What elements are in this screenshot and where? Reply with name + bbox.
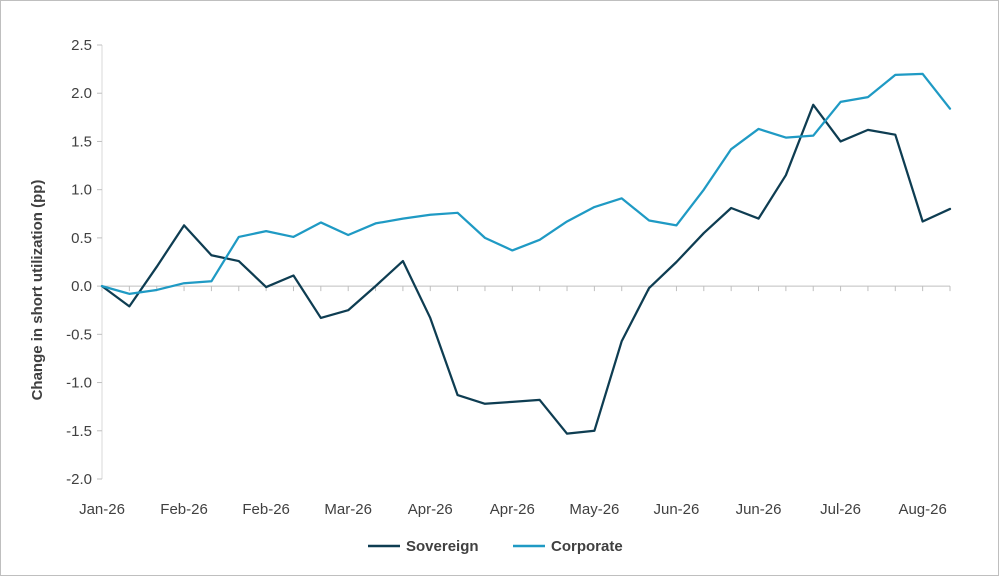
x-tick-label: Jun-26 <box>654 501 700 518</box>
x-tick-label: May-26 <box>569 501 619 518</box>
series-line-corporate <box>100 72 952 295</box>
y-tick-label: 0.5 <box>71 230 92 247</box>
y-tick-label: -0.5 <box>66 326 92 343</box>
legend-label-sovereign: Sovereign <box>406 538 479 555</box>
y-tick-label: -1.5 <box>66 423 92 440</box>
x-tick-label: Apr-26 <box>490 501 535 518</box>
y-tick-label: 1.5 <box>71 133 92 150</box>
x-tick-label: Jan-26 <box>79 501 125 518</box>
y-tick-label: 2.0 <box>71 85 92 102</box>
x-tick-label: Aug-26 <box>898 501 946 518</box>
x-tick-label: Jun-26 <box>736 501 782 518</box>
y-tick-label: 1.0 <box>71 182 92 199</box>
x-tick-label: Jul-26 <box>820 501 861 518</box>
series-line-sovereign <box>100 103 952 435</box>
y-tick-label: -2.0 <box>66 471 92 488</box>
y-tick-label: 0.0 <box>71 278 92 295</box>
x-tick-label: Feb-26 <box>160 501 208 518</box>
x-tick-label: Apr-26 <box>408 501 453 518</box>
y-tick-label: -1.0 <box>66 375 92 392</box>
y-axis-title: Change in short utilization (pp) <box>29 180 46 401</box>
x-tick-label: Mar-26 <box>324 501 372 518</box>
x-tick-label: Feb-26 <box>242 501 290 518</box>
legend-label-corporate: Corporate <box>551 538 623 555</box>
y-tick-label: 2.5 <box>71 37 92 54</box>
